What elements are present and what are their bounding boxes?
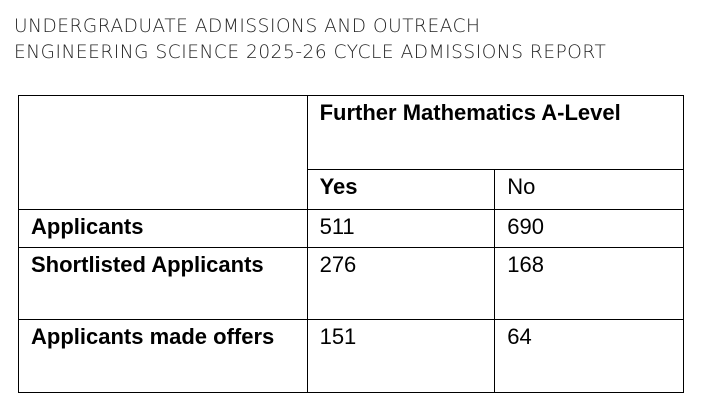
table-row: Applicants made offers 151 64 xyxy=(18,319,684,393)
admissions-table: Further Mathematics A-Level Yes No Appli… xyxy=(18,95,685,393)
subheader-no: No xyxy=(494,169,684,210)
cell-yes: 276 xyxy=(306,247,496,320)
table-row: Shortlisted Applicants 276 168 xyxy=(18,247,684,320)
table-header-row: Further Mathematics A-Level xyxy=(18,95,685,210)
row-label: Applicants xyxy=(18,209,308,248)
row-label: Applicants made offers xyxy=(18,319,308,393)
table-subheader-row: Yes No xyxy=(19,169,684,210)
group-header-cell: Further Mathematics A-Level xyxy=(306,95,685,170)
empty-corner-cell xyxy=(18,95,308,210)
cell-yes: 511 xyxy=(306,209,496,248)
cell-no: 690 xyxy=(494,209,684,248)
header-line-organisation: UNDERGRADUATE ADMISSIONS AND OUTREACH xyxy=(14,16,481,37)
row-label: Shortlisted Applicants xyxy=(18,247,308,320)
table-row: Applicants 511 690 xyxy=(18,209,684,248)
subheader-yes: Yes xyxy=(306,169,496,210)
cell-no: 64 xyxy=(494,319,684,393)
cell-yes: 151 xyxy=(306,319,496,393)
cell-no: 168 xyxy=(494,247,684,320)
document-header: UNDERGRADUATE ADMISSIONS AND OUTREACH EN… xyxy=(14,14,606,66)
header-line-report-title: ENGINEERING SCIENCE 2025-26 CYCLE ADMISS… xyxy=(14,42,607,63)
